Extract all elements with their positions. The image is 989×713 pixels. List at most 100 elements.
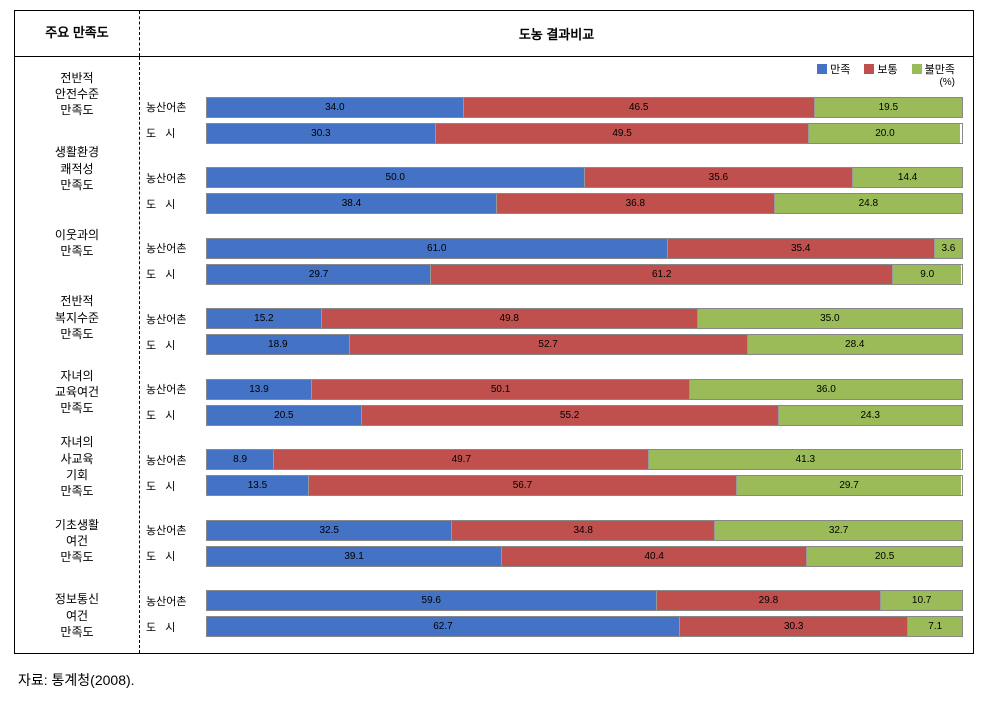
bar-segment-neutral: 50.1 bbox=[312, 380, 690, 399]
bar-segment-dissatisfied: 9.0 bbox=[893, 265, 961, 284]
bar-row: 도 시18.952.728.4 bbox=[144, 334, 963, 355]
bar-segment-satisfied: 15.2 bbox=[207, 309, 322, 328]
bar-segment-dissatisfied: 32.7 bbox=[715, 521, 962, 540]
stacked-bar: 62.730.37.1 bbox=[206, 616, 963, 637]
row-label: 농산어촌 bbox=[144, 381, 206, 397]
header-right: 도농 결과비교 bbox=[140, 11, 973, 56]
category-label: 생활환경 쾌적성 만족도 bbox=[15, 132, 139, 207]
row-label: 농산어촌 bbox=[144, 311, 206, 327]
row-label: 도 시 bbox=[144, 478, 206, 494]
row-label: 농산어촌 bbox=[144, 593, 206, 609]
bar-group: 농산어촌50.035.614.4도 시38.436.824.8 bbox=[144, 156, 963, 227]
bar-segment-dissatisfied: 10.7 bbox=[881, 591, 962, 610]
bar-row: 농산어촌32.534.832.7 bbox=[144, 520, 963, 541]
bar-group: 농산어촌34.046.519.5도 시30.349.520.0 bbox=[144, 85, 963, 156]
bar-segment-neutral: 34.8 bbox=[452, 521, 715, 540]
row-label: 도 시 bbox=[144, 548, 206, 564]
bar-row: 농산어촌61.035.43.6 bbox=[144, 238, 963, 259]
bar-segment-neutral: 49.8 bbox=[322, 309, 698, 328]
bar-segment-satisfied: 18.9 bbox=[207, 335, 350, 354]
chart-column: 만족 보통 불만족 (%) 농산어촌34.046.519.5도 시3 bbox=[140, 57, 973, 653]
bar-segment-dissatisfied: 14.4 bbox=[853, 168, 962, 187]
bar-segment-satisfied: 20.5 bbox=[207, 406, 362, 425]
stacked-bar: 50.035.614.4 bbox=[206, 167, 963, 188]
row-label: 도 시 bbox=[144, 196, 206, 212]
bar-segment-dissatisfied: 24.3 bbox=[779, 406, 962, 425]
table: 주요 만족도 도농 결과비교 전반적 안전수준 만족도생활환경 쾌적성 만족도이… bbox=[14, 10, 974, 654]
bar-group: 농산어촌13.950.136.0도 시20.555.224.3 bbox=[144, 367, 963, 438]
source-text: 자료: 통계청(2008). bbox=[18, 670, 989, 690]
row-label: 도 시 bbox=[144, 337, 206, 353]
bar-segment-neutral: 40.4 bbox=[502, 547, 807, 566]
bar-segment-neutral: 52.7 bbox=[350, 335, 748, 354]
stacked-bar: 20.555.224.3 bbox=[206, 405, 963, 426]
stacked-bar: 32.534.832.7 bbox=[206, 520, 963, 541]
bar-segment-neutral: 55.2 bbox=[362, 406, 779, 425]
bar-segment-dissatisfied: 20.5 bbox=[807, 547, 962, 566]
bar-segment-neutral: 61.2 bbox=[431, 265, 893, 284]
bar-segment-satisfied: 34.0 bbox=[207, 98, 464, 117]
bar-segment-satisfied: 38.4 bbox=[207, 194, 497, 213]
bar-segment-satisfied: 8.9 bbox=[207, 450, 274, 469]
bar-segment-neutral: 36.8 bbox=[497, 194, 775, 213]
bar-row: 농산어촌34.046.519.5 bbox=[144, 97, 963, 118]
bar-segment-dissatisfied: 19.5 bbox=[815, 98, 962, 117]
bar-segment-satisfied: 13.9 bbox=[207, 380, 312, 399]
row-label: 도 시 bbox=[144, 407, 206, 423]
category-label: 정보통신 여건 만족도 bbox=[15, 579, 139, 654]
table-header: 주요 만족도 도농 결과비교 bbox=[15, 11, 973, 57]
row-label: 농산어촌 bbox=[144, 240, 206, 256]
bar-group: 농산어촌32.534.832.7도 시39.140.420.5 bbox=[144, 508, 963, 579]
category-label: 전반적 복지수준 만족도 bbox=[15, 281, 139, 356]
category-column: 전반적 안전수준 만족도생활환경 쾌적성 만족도이웃과의 만족도전반적 복지수준… bbox=[15, 57, 140, 653]
bar-segment-neutral: 35.6 bbox=[585, 168, 854, 187]
stacked-bar: 15.249.835.0 bbox=[206, 308, 963, 329]
bar-segment-dissatisfied: 7.1 bbox=[908, 617, 962, 636]
bar-group: 농산어촌61.035.43.6 도 시29.761.29.0 bbox=[144, 226, 963, 297]
legend-swatch-neutral bbox=[864, 64, 874, 74]
bar-segment-satisfied: 39.1 bbox=[207, 547, 502, 566]
bar-group: 농산어촌8.949.741.3도 시13.556.729.7 bbox=[144, 438, 963, 509]
stacked-bar: 8.949.741.3 bbox=[206, 449, 963, 470]
bar-row: 농산어촌59.629.810.7 bbox=[144, 590, 963, 611]
bar-segment-neutral: 56.7 bbox=[309, 476, 737, 495]
bar-segment-neutral: 29.8 bbox=[657, 591, 882, 610]
row-label: 농산어촌 bbox=[144, 522, 206, 538]
bar-segment-neutral: 49.7 bbox=[274, 450, 649, 469]
row-label: 도 시 bbox=[144, 125, 206, 141]
category-label: 자녀의 교육여건 만족도 bbox=[15, 355, 139, 430]
bar-segment-dissatisfied: 29.7 bbox=[737, 476, 961, 495]
bar-segment-dissatisfied: 20.0 bbox=[809, 124, 960, 143]
legend-label-neutral: 보통 bbox=[877, 61, 897, 77]
bar-segment-satisfied: 29.7 bbox=[207, 265, 431, 284]
bar-segment-satisfied: 59.6 bbox=[207, 591, 657, 610]
bar-segment-neutral: 30.3 bbox=[680, 617, 909, 636]
bar-row: 도 시20.555.224.3 bbox=[144, 405, 963, 426]
bar-row: 도 시29.761.29.0 bbox=[144, 264, 963, 285]
legend-swatch-dissatisfied bbox=[912, 64, 922, 74]
stacked-bar: 29.761.29.0 bbox=[206, 264, 963, 285]
bar-row: 농산어촌8.949.741.3 bbox=[144, 449, 963, 470]
stacked-bar: 34.046.519.5 bbox=[206, 97, 963, 118]
bar-row: 도 시39.140.420.5 bbox=[144, 546, 963, 567]
legend-label-satisfied: 만족 bbox=[830, 61, 850, 77]
bar-group: 농산어촌59.629.810.7도 시62.730.37.1 bbox=[144, 579, 963, 650]
bar-group: 농산어촌15.249.835.0도 시18.952.728.4 bbox=[144, 297, 963, 368]
bar-segment-satisfied: 62.7 bbox=[207, 617, 680, 636]
category-label: 기초생활 여건 만족도 bbox=[15, 504, 139, 579]
bar-segment-satisfied: 61.0 bbox=[207, 239, 668, 258]
stacked-bar: 59.629.810.7 bbox=[206, 590, 963, 611]
row-label: 도 시 bbox=[144, 619, 206, 635]
category-label: 자녀의 사교육 기회 만족도 bbox=[15, 430, 139, 505]
stacked-bar: 18.952.728.4 bbox=[206, 334, 963, 355]
table-body: 전반적 안전수준 만족도생활환경 쾌적성 만족도이웃과의 만족도전반적 복지수준… bbox=[15, 57, 973, 653]
legend: 만족 보통 불만족 (%) bbox=[817, 61, 955, 88]
category-label: 이웃과의 만족도 bbox=[15, 206, 139, 281]
row-label: 도 시 bbox=[144, 266, 206, 282]
bar-segment-satisfied: 30.3 bbox=[207, 124, 436, 143]
bar-segment-dissatisfied: 24.8 bbox=[775, 194, 962, 213]
bar-segment-satisfied: 50.0 bbox=[207, 168, 585, 187]
bar-segment-dissatisfied: 35.0 bbox=[698, 309, 962, 328]
stacked-bar: 13.950.136.0 bbox=[206, 379, 963, 400]
row-label: 농산어촌 bbox=[144, 99, 206, 115]
